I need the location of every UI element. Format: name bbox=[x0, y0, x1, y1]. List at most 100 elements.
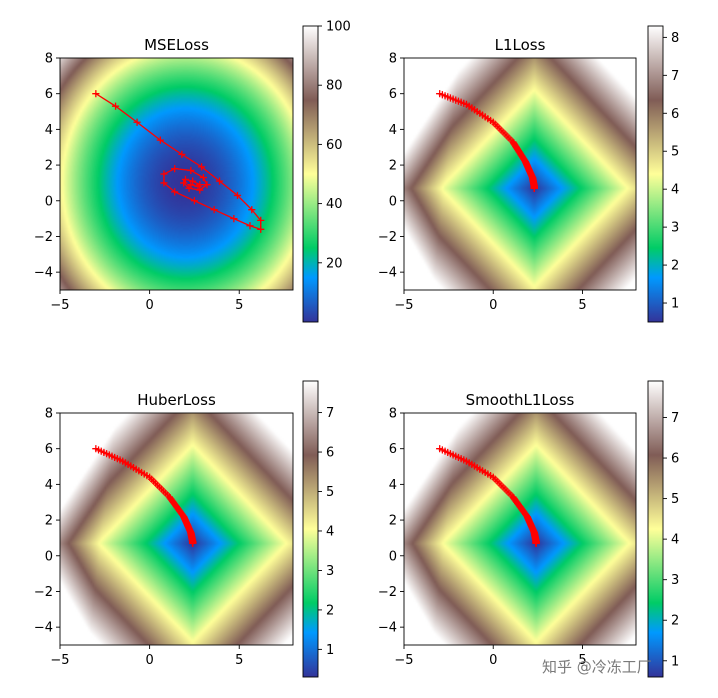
trajectory-marker bbox=[171, 165, 179, 173]
colorbar-tick-label: 7 bbox=[326, 406, 334, 421]
colorbar-tick-label: 6 bbox=[671, 107, 679, 122]
panel-l1loss: L1Loss −5 0 5 −4 −2 0 2 4 6 8 1 2 3 4 5 6 7 8 bbox=[378, 25, 679, 323]
colorbar-tick-label: 40 bbox=[326, 197, 343, 212]
colorbar-tick-label: 6 bbox=[326, 446, 334, 461]
x-tick-label: 5 bbox=[235, 653, 243, 668]
y-tick-label: 4 bbox=[45, 123, 53, 138]
y-tick-label: −2 bbox=[34, 230, 53, 245]
y-tick-label: 2 bbox=[389, 159, 397, 174]
colorbar bbox=[648, 26, 663, 322]
panel-smoothl1loss: SmoothL1Loss −5 0 5 −4 −2 0 2 4 6 8 1 2 3 4 5 6 7 bbox=[378, 380, 679, 678]
trajectory-marker bbox=[248, 206, 256, 214]
trajectory-marker bbox=[160, 170, 168, 178]
y-tick-label: 8 bbox=[389, 52, 397, 67]
trajectory-marker bbox=[187, 181, 195, 189]
colorbar-tick-label: 8 bbox=[671, 31, 679, 46]
heatmap-image bbox=[404, 413, 636, 645]
trajectory-marker bbox=[187, 166, 195, 175]
trajectory bbox=[92, 445, 197, 547]
colorbar-tick-label: 3 bbox=[671, 221, 679, 236]
trajectory-marker bbox=[230, 215, 238, 223]
trajectory-marker bbox=[160, 179, 168, 187]
y-tick-label: 2 bbox=[389, 514, 397, 529]
trajectory-marker bbox=[199, 173, 207, 182]
y-tick-label: −2 bbox=[378, 585, 397, 600]
trajectory-marker bbox=[189, 539, 197, 547]
colorbar-tick-label: 2 bbox=[671, 614, 679, 629]
colorbar-tick-label: 100 bbox=[326, 20, 351, 35]
trajectory bbox=[436, 90, 538, 192]
colorbar-tick-label: 5 bbox=[326, 485, 334, 500]
colorbar-tick-label: 1 bbox=[671, 297, 679, 312]
watermark-text: 知乎 @冷冻工厂 bbox=[542, 658, 652, 676]
colorbar-frame bbox=[302, 25, 319, 323]
trajectory-marker bbox=[530, 184, 538, 192]
y-tick-label: 8 bbox=[389, 407, 397, 422]
y-tick-label: 8 bbox=[45, 407, 53, 422]
trajectory-marker bbox=[181, 175, 190, 183]
y-tick-label: 8 bbox=[45, 52, 53, 67]
colorbar-tick-label: 60 bbox=[326, 138, 343, 153]
panel-title: HuberLoss bbox=[137, 391, 216, 409]
y-tick-label: 0 bbox=[45, 194, 53, 209]
trajectory-marker bbox=[111, 102, 120, 110]
y-tick-label: 4 bbox=[389, 123, 397, 138]
x-tick-label: −5 bbox=[394, 653, 413, 668]
x-tick-label: −5 bbox=[50, 653, 69, 668]
panel-huberloss: HuberLoss −5 0 5 −4 −2 0 2 4 6 8 1 2 3 4 5 6 7 bbox=[34, 380, 334, 678]
x-tick-label: 0 bbox=[489, 298, 497, 313]
colorbar-tick-label: 1 bbox=[671, 654, 679, 669]
trajectory-marker bbox=[246, 222, 254, 230]
axes-frame bbox=[59, 57, 294, 291]
colorbar-tick-label: 4 bbox=[326, 524, 334, 539]
x-tick-label: 0 bbox=[145, 298, 153, 313]
trajectory-marker bbox=[133, 118, 141, 126]
trajectory-marker bbox=[210, 206, 218, 214]
colorbar-tick-label: 5 bbox=[671, 492, 679, 507]
trajectory-marker bbox=[92, 90, 100, 98]
trajectory bbox=[436, 445, 540, 547]
colorbar-frame bbox=[647, 380, 664, 678]
x-tick-label: 5 bbox=[578, 298, 586, 313]
colorbar-tick-label: 4 bbox=[671, 533, 679, 548]
colorbar-frame bbox=[647, 25, 664, 323]
trajectory-marker bbox=[156, 136, 164, 144]
y-tick-label: 2 bbox=[45, 159, 53, 174]
axes-frame bbox=[59, 412, 294, 646]
colorbar-frame bbox=[302, 380, 319, 678]
trajectory-marker bbox=[257, 225, 265, 233]
trajectory-marker bbox=[171, 188, 179, 196]
colorbar-tick-label: 20 bbox=[326, 256, 343, 271]
colorbar-tick-label: 7 bbox=[671, 411, 679, 426]
heatmap-image bbox=[60, 58, 293, 290]
x-tick-label: 5 bbox=[235, 298, 243, 313]
x-tick-label: −5 bbox=[50, 298, 69, 313]
colorbar bbox=[303, 381, 318, 677]
colorbar-tick-label: 2 bbox=[671, 259, 679, 274]
axes-frame bbox=[403, 412, 637, 646]
x-tick-label: 0 bbox=[489, 653, 497, 668]
y-tick-label: −4 bbox=[34, 621, 53, 636]
trajectory-marker bbox=[203, 181, 211, 189]
y-tick-label: 0 bbox=[45, 549, 53, 564]
x-tick-label: 0 bbox=[145, 653, 153, 668]
colorbar bbox=[303, 26, 318, 322]
y-tick-label: 6 bbox=[45, 87, 53, 102]
x-tick-label: 5 bbox=[578, 653, 586, 668]
y-tick-label: 6 bbox=[389, 87, 397, 102]
colorbar-tick-label: 6 bbox=[671, 452, 679, 467]
y-tick-label: 0 bbox=[389, 549, 397, 564]
trajectory-marker bbox=[215, 177, 224, 185]
trajectory-marker bbox=[257, 216, 265, 224]
axes-frame bbox=[403, 57, 637, 291]
panel-mseloss: MSELoss −5 0 5 −4 −2 0 2 4 6 8 20 40 60 80 100 bbox=[34, 20, 351, 323]
y-tick-label: 4 bbox=[389, 478, 397, 493]
colorbar-tick-label: 4 bbox=[671, 183, 679, 198]
trajectory-marker bbox=[233, 191, 242, 200]
trajectory-marker bbox=[532, 539, 540, 547]
colorbar-tick-label: 5 bbox=[671, 145, 679, 160]
colorbar-tick-label: 3 bbox=[671, 573, 679, 588]
colorbar-tick-label: 1 bbox=[326, 643, 334, 658]
y-tick-label: −4 bbox=[378, 621, 397, 636]
trajectory bbox=[92, 90, 265, 233]
